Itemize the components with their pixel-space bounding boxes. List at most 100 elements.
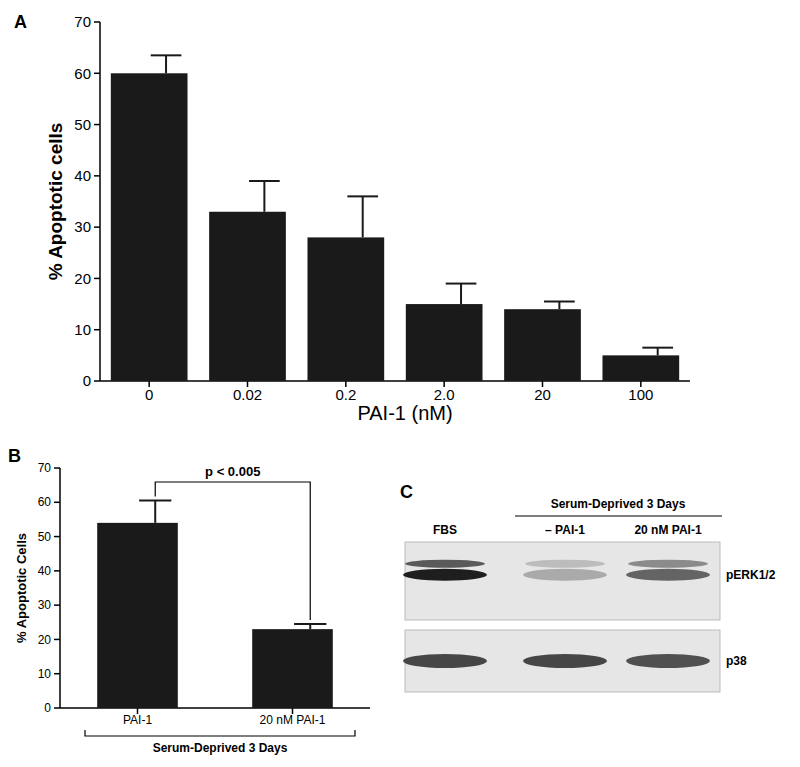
y-tick-label: 20 [38, 633, 52, 647]
y-axis [99, 22, 101, 381]
y-tick-label: 20 [74, 270, 91, 287]
panel-letter: A [14, 12, 27, 32]
error-stem [154, 501, 156, 523]
y-label: % Apoptotic Cells [14, 533, 29, 643]
y-tick [94, 380, 100, 382]
y-tick [54, 502, 60, 504]
band-label: p38 [726, 654, 747, 668]
error-cap [139, 500, 171, 502]
bar [252, 629, 333, 708]
error-stem [460, 284, 462, 305]
y-tick [94, 124, 100, 126]
error-stem [263, 181, 265, 212]
bar [602, 355, 679, 381]
y-tick [54, 673, 60, 675]
x-tick-label: PAI-1 [123, 713, 152, 727]
error-bar [544, 302, 575, 310]
band [626, 654, 710, 668]
error-stem [657, 348, 659, 356]
y-tick [94, 226, 100, 228]
bar [209, 212, 286, 381]
y-tick-label: 10 [74, 321, 91, 338]
x-tick-label: 20 [534, 386, 551, 403]
error-stem [558, 302, 560, 310]
bar [307, 237, 384, 381]
error-cap [446, 283, 477, 285]
panel-letter: B [8, 446, 21, 466]
x-tick-label: 20 nM PAI-1 [260, 713, 326, 727]
band [523, 569, 607, 581]
panel-a: A01020304050607000.020.22.020100% Apopto… [14, 12, 690, 424]
blot-membrane [405, 542, 720, 620]
error-bar [446, 284, 477, 305]
y-tick [54, 604, 60, 606]
error-bar [139, 501, 171, 523]
annotation: p < 0.005 [205, 464, 260, 479]
bar [97, 523, 178, 708]
error-cap [249, 180, 280, 182]
y-tick-label: 0 [83, 372, 91, 389]
header-line [515, 515, 722, 516]
error-bar [249, 181, 280, 212]
y-tick-label: 50 [74, 116, 91, 133]
band [523, 654, 607, 668]
group-label: Serum-Deprived 3 Days [153, 741, 288, 755]
x-tick-label: 2.0 [434, 386, 455, 403]
lane-label: – PAI-1 [545, 523, 585, 537]
y-tick-label: 50 [38, 530, 52, 544]
y-tick [94, 175, 100, 177]
blot-band [523, 654, 607, 668]
bar [406, 304, 483, 381]
error-stem [362, 196, 364, 237]
y-tick [94, 73, 100, 75]
y-tick-label: 40 [38, 564, 52, 578]
group-bracket [85, 730, 355, 736]
panel-b: B010203040506070PAI-120 nM PAI-1% Apopto… [8, 446, 370, 755]
error-cap [294, 623, 326, 625]
band-upper [525, 560, 605, 568]
y-tick-label: 40 [74, 167, 91, 184]
blot-header: Serum-Deprived 3 Days [551, 497, 686, 511]
x-tick-label: 0.2 [335, 386, 356, 403]
y-tick-label: 60 [74, 65, 91, 82]
lane-label: FBS [433, 523, 457, 537]
blot-band [403, 654, 487, 668]
y-tick-label: 10 [38, 667, 52, 681]
band [626, 569, 710, 581]
band [403, 569, 487, 581]
y-tick-label: 0 [44, 701, 51, 715]
panel-letter: C [400, 482, 413, 502]
blot-band [626, 654, 710, 668]
error-cap [151, 54, 182, 56]
bar [504, 309, 581, 381]
band-upper [405, 560, 485, 568]
error-cap [347, 195, 378, 197]
bar [111, 73, 188, 381]
y-tick-label: 60 [38, 495, 52, 509]
marks [97, 501, 333, 708]
y-tick [54, 707, 60, 709]
x-tick-label: 0.02 [233, 386, 262, 403]
y-axis [59, 468, 61, 708]
y-tick-label: 30 [74, 218, 91, 235]
y-tick [94, 278, 100, 280]
band-upper [628, 560, 708, 568]
error-bar [151, 55, 182, 73]
y-tick [54, 536, 60, 538]
significance-bracket [155, 482, 310, 620]
y-tick-label: 30 [38, 598, 52, 612]
error-bar [294, 624, 326, 629]
lane-label: 20 nM PAI-1 [634, 523, 701, 537]
blot-band [626, 560, 710, 581]
y-label: % Apoptotic cells [45, 123, 66, 281]
figure: A01020304050607000.020.22.020100% Apopto… [0, 0, 800, 767]
x-tick-label: 0 [145, 386, 153, 403]
y-tick [54, 570, 60, 572]
error-bar [642, 348, 673, 356]
y-tick [54, 639, 60, 641]
band-label: pERK1/2 [726, 568, 776, 582]
error-cap [642, 347, 673, 349]
marks [111, 55, 679, 381]
panel-c: C Serum-Deprived 3 Days FBS – PAI-1 20 nM PA… [400, 482, 776, 692]
y-tick [54, 467, 60, 469]
